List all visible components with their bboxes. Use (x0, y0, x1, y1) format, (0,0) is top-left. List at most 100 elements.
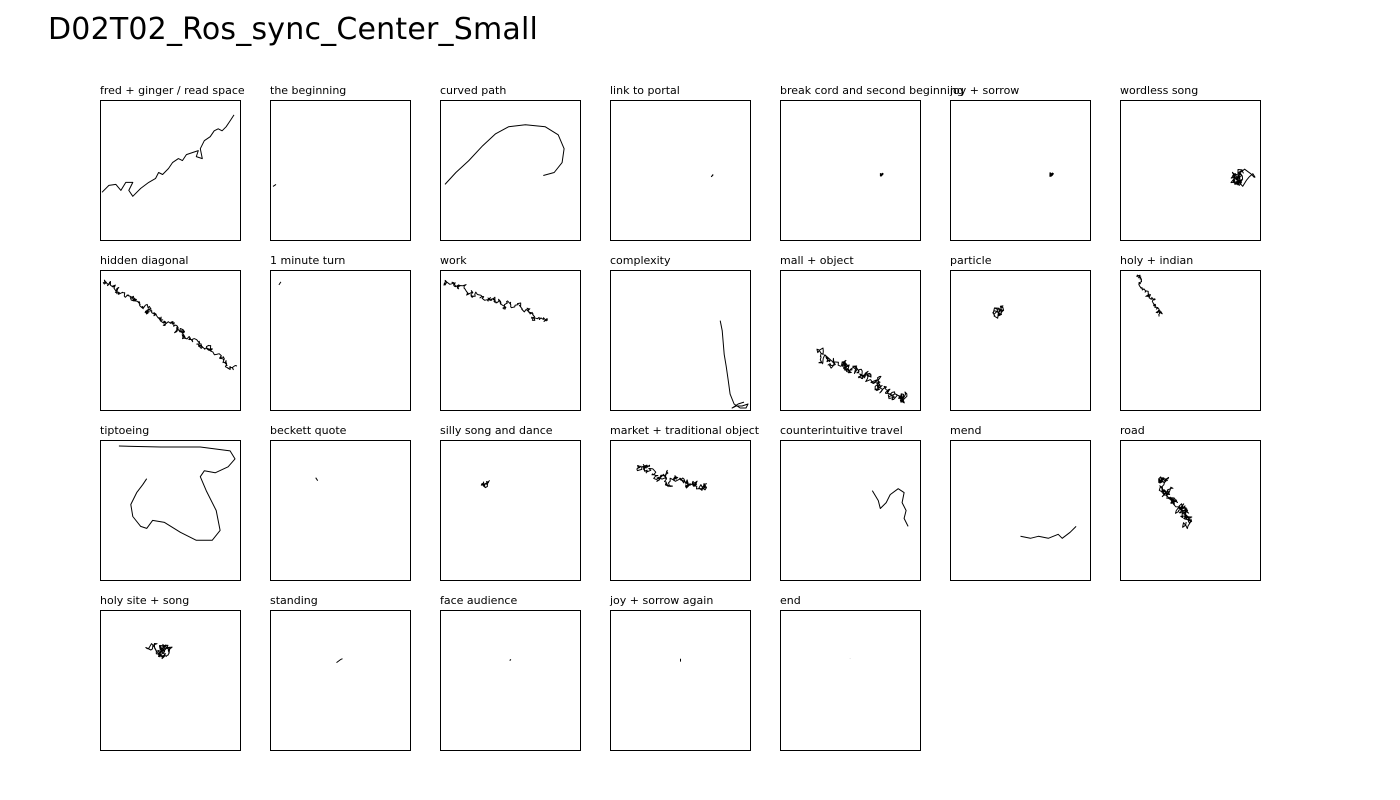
panel-plot-area (780, 270, 921, 411)
trajectory-svg (1049, 172, 1054, 177)
trajectory-svg (118, 445, 236, 541)
trajectory-svg (710, 174, 714, 178)
panel-plot-area (1120, 440, 1261, 581)
trajectory-svg (272, 183, 277, 187)
panel-plot-area (780, 100, 921, 241)
panel-plot-area (610, 100, 751, 241)
trajectory-svg (1230, 168, 1256, 187)
panel-title: wordless song (1120, 84, 1199, 97)
panel-title: joy + sorrow again (610, 594, 714, 607)
panel-plot-area (610, 270, 751, 411)
trajectory-svg (278, 281, 282, 286)
trajectory-line (101, 114, 235, 197)
panel-title: end (780, 594, 801, 607)
panel-title: break cord and second beginning (780, 84, 964, 97)
panel-plot-area (950, 100, 1091, 241)
trajectory-svg (636, 464, 707, 491)
panel-title: counterintuitive travel (780, 424, 903, 437)
trajectory-svg (992, 305, 1005, 319)
panel-title: work (440, 254, 467, 267)
panel-title: fred + ginger / read space (100, 84, 245, 97)
trajectory-svg (336, 658, 343, 663)
panel-title: silly song and dance (440, 424, 553, 437)
trajectory-svg (1136, 274, 1163, 317)
trajectory-line (278, 281, 282, 286)
panel-title: face audience (440, 594, 518, 607)
trajectory-line (719, 320, 749, 409)
panel-plot-area (610, 610, 751, 751)
trajectory-line (816, 347, 908, 404)
trajectory-svg (101, 114, 235, 197)
trajectory-svg (871, 488, 909, 527)
trajectory-svg (680, 658, 681, 662)
trajectory-svg (1020, 526, 1077, 539)
panel-plot-area (780, 610, 921, 751)
panel-plot-area (440, 100, 581, 241)
panel-title: mall + object (780, 254, 854, 267)
trajectory-svg (719, 320, 749, 409)
trajectory-line (992, 305, 1005, 319)
panel-title: curved path (440, 84, 507, 97)
trajectory-svg (480, 480, 490, 489)
panel-title: road (1120, 424, 1145, 437)
trajectory-svg (1158, 476, 1193, 530)
trajectory-line (443, 279, 548, 322)
trajectory-svg (315, 477, 319, 481)
trajectory-svg (879, 172, 884, 177)
panel-plot-area (100, 100, 241, 241)
panel-plot-area (270, 270, 411, 411)
page-title: D02T02_Ros_sync_Center_Small (48, 12, 539, 47)
trajectory-line (509, 659, 512, 661)
panel-plot-area (440, 610, 581, 751)
trajectory-svg (849, 658, 851, 659)
trajectory-line (336, 658, 343, 663)
trajectory-line (272, 183, 277, 187)
trajectory-svg (816, 347, 908, 404)
panel-title: complexity (610, 254, 671, 267)
panel-plot-area (100, 440, 241, 581)
panel-plot-area (270, 610, 411, 751)
panel-plot-area (950, 270, 1091, 411)
panel-plot-area (270, 100, 411, 241)
trajectory-line (315, 477, 319, 481)
panel-title: holy + indian (1120, 254, 1194, 267)
panel-title: link to portal (610, 84, 680, 97)
trajectory-line (1020, 526, 1077, 539)
trajectory-line (1136, 274, 1163, 317)
trajectory-line (102, 279, 238, 371)
panel-title: holy site + song (100, 594, 190, 607)
trajectory-line (1158, 476, 1193, 530)
trajectory-line (871, 488, 909, 527)
trajectory-line (145, 643, 173, 660)
trajectory-svg (443, 279, 548, 322)
trajectory-svg (444, 124, 565, 185)
panel-plot-area (440, 440, 581, 581)
panel-plot-area (950, 440, 1091, 581)
trajectory-line (636, 464, 707, 491)
panel-title: hidden diagonal (100, 254, 189, 267)
panel-plot-area (780, 440, 921, 581)
panel-title: market + traditional object (610, 424, 760, 437)
panel-plot-area (100, 610, 241, 751)
panel-plot-area (610, 440, 751, 581)
panel-title: standing (270, 594, 318, 607)
panel-plot-area (1120, 100, 1261, 241)
trajectory-line (879, 172, 884, 177)
trajectory-svg (145, 643, 173, 660)
trajectory-line (1230, 168, 1256, 187)
panel-plot-area (270, 440, 411, 581)
trajectory-line (480, 480, 490, 489)
panel-title: mend (950, 424, 982, 437)
trajectory-svg (102, 279, 238, 371)
panel-plot-area (100, 270, 241, 411)
trajectory-svg (509, 659, 512, 661)
trajectory-line (444, 124, 565, 185)
panel-title: 1 minute turn (270, 254, 346, 267)
panel-title: the beginning (270, 84, 347, 97)
panel-title: joy + sorrow (950, 84, 1020, 97)
panel-title: tiptoeing (100, 424, 150, 437)
panel-title: beckett quote (270, 424, 347, 437)
trajectory-line (1049, 172, 1054, 177)
panel-plot-area (1120, 270, 1261, 411)
trajectory-line (118, 445, 236, 541)
